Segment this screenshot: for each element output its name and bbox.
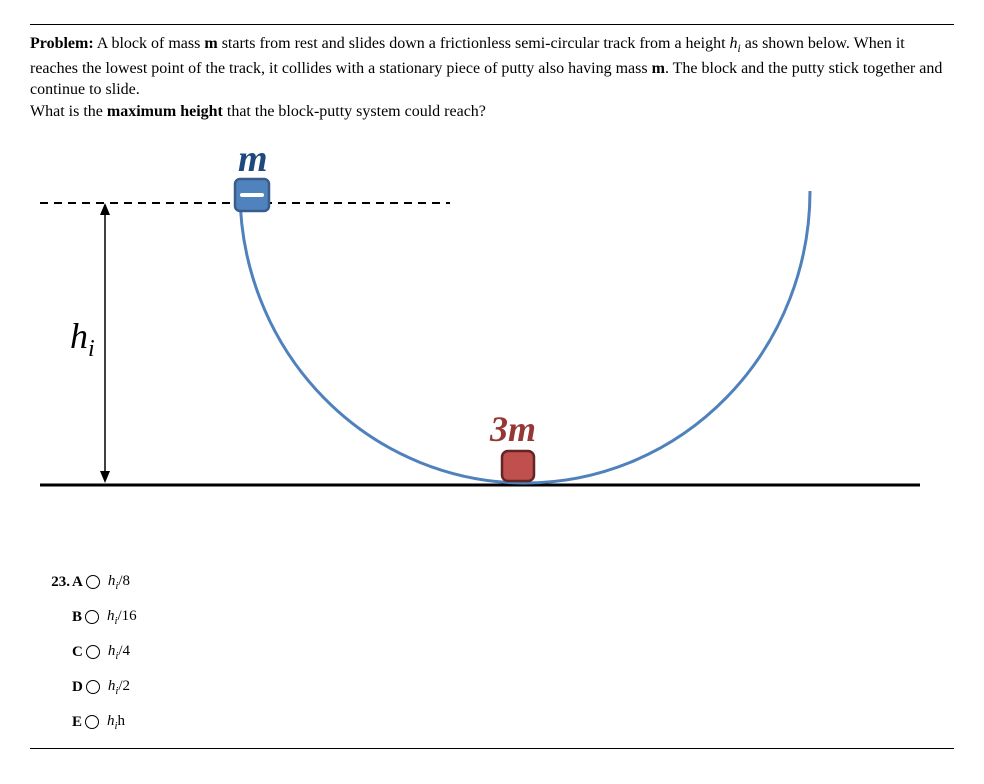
question-number: 23. <box>30 574 70 591</box>
option-letter: D <box>72 679 83 696</box>
h-var: h <box>730 35 738 52</box>
radio-icon[interactable] <box>85 715 99 729</box>
option-letter: E <box>72 714 82 731</box>
option-text: hi/2 <box>108 678 130 697</box>
problem-statement: Problem: A block of mass m starts from r… <box>30 33 954 123</box>
mass-var: m <box>204 35 217 52</box>
option-a[interactable]: 23.A hi/8 <box>30 573 954 592</box>
top-rule <box>30 24 954 25</box>
option-text: hi/16 <box>107 608 137 627</box>
option-c[interactable]: C hi/4 <box>30 643 954 662</box>
text: starts from rest and slides down a frict… <box>218 35 730 52</box>
option-letter: A <box>72 574 83 591</box>
option-letter: B <box>72 609 82 626</box>
diagram: hi m 3m <box>30 133 954 533</box>
option-letter: C <box>72 644 83 661</box>
putty-block <box>502 451 534 481</box>
bottom-rule <box>30 748 954 749</box>
arrow-up-icon <box>100 203 110 215</box>
radio-icon[interactable] <box>86 645 100 659</box>
text: What is the <box>30 103 107 120</box>
option-text: hi/8 <box>108 573 130 592</box>
mass-var-2: m <box>652 60 665 77</box>
problem-label: Problem: <box>30 35 94 52</box>
max-height-bold: maximum height <box>107 103 223 120</box>
arrow-down-icon <box>100 471 110 483</box>
answer-options: 23.A hi/8 B hi/16 C hi/4 D hi/2 E hih <box>30 573 954 732</box>
option-d[interactable]: D hi/2 <box>30 678 954 697</box>
height-label: hi <box>70 316 95 362</box>
option-b[interactable]: B hi/16 <box>30 608 954 627</box>
putty-label: 3m <box>489 409 536 449</box>
radio-icon[interactable] <box>86 680 100 694</box>
text: A block of mass <box>94 35 205 52</box>
option-e[interactable]: E hih <box>30 713 954 732</box>
text: that the block-putty system could reach? <box>223 103 486 120</box>
radio-icon[interactable] <box>86 575 100 589</box>
diagram-svg: hi m 3m <box>30 133 930 533</box>
radio-icon[interactable] <box>85 610 99 624</box>
option-text: hi/4 <box>108 643 130 662</box>
block-m-label: m <box>238 138 268 180</box>
option-text: hih <box>107 713 125 732</box>
